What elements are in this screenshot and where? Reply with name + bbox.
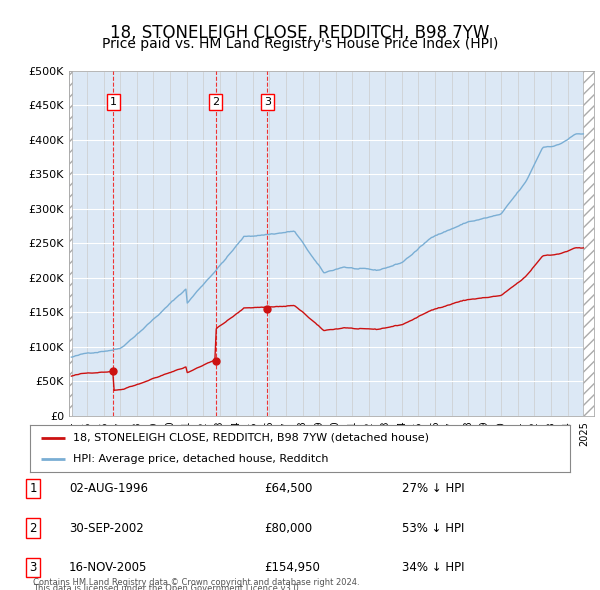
Text: 1: 1 bbox=[29, 482, 37, 495]
Text: 30-SEP-2002: 30-SEP-2002 bbox=[69, 522, 144, 535]
Text: Price paid vs. HM Land Registry's House Price Index (HPI): Price paid vs. HM Land Registry's House … bbox=[102, 37, 498, 51]
Text: 3: 3 bbox=[264, 97, 271, 107]
Text: £80,000: £80,000 bbox=[264, 522, 312, 535]
Text: This data is licensed under the Open Government Licence v3.0.: This data is licensed under the Open Gov… bbox=[33, 584, 301, 590]
Text: 53% ↓ HPI: 53% ↓ HPI bbox=[402, 522, 464, 535]
Text: 18, STONELEIGH CLOSE, REDDITCH, B98 7YW: 18, STONELEIGH CLOSE, REDDITCH, B98 7YW bbox=[110, 24, 490, 42]
Text: 2: 2 bbox=[29, 522, 37, 535]
Text: Contains HM Land Registry data © Crown copyright and database right 2024.: Contains HM Land Registry data © Crown c… bbox=[33, 578, 359, 587]
Text: 34% ↓ HPI: 34% ↓ HPI bbox=[402, 561, 464, 574]
Text: 02-AUG-1996: 02-AUG-1996 bbox=[69, 482, 148, 495]
Text: 1: 1 bbox=[110, 97, 117, 107]
Text: 18, STONELEIGH CLOSE, REDDITCH, B98 7YW (detached house): 18, STONELEIGH CLOSE, REDDITCH, B98 7YW … bbox=[73, 432, 429, 442]
Text: 16-NOV-2005: 16-NOV-2005 bbox=[69, 561, 148, 574]
Text: HPI: Average price, detached house, Redditch: HPI: Average price, detached house, Redd… bbox=[73, 454, 329, 464]
Text: £64,500: £64,500 bbox=[264, 482, 313, 495]
Text: 2: 2 bbox=[212, 97, 219, 107]
Text: 3: 3 bbox=[29, 561, 37, 574]
Text: 27% ↓ HPI: 27% ↓ HPI bbox=[402, 482, 464, 495]
Text: £154,950: £154,950 bbox=[264, 561, 320, 574]
